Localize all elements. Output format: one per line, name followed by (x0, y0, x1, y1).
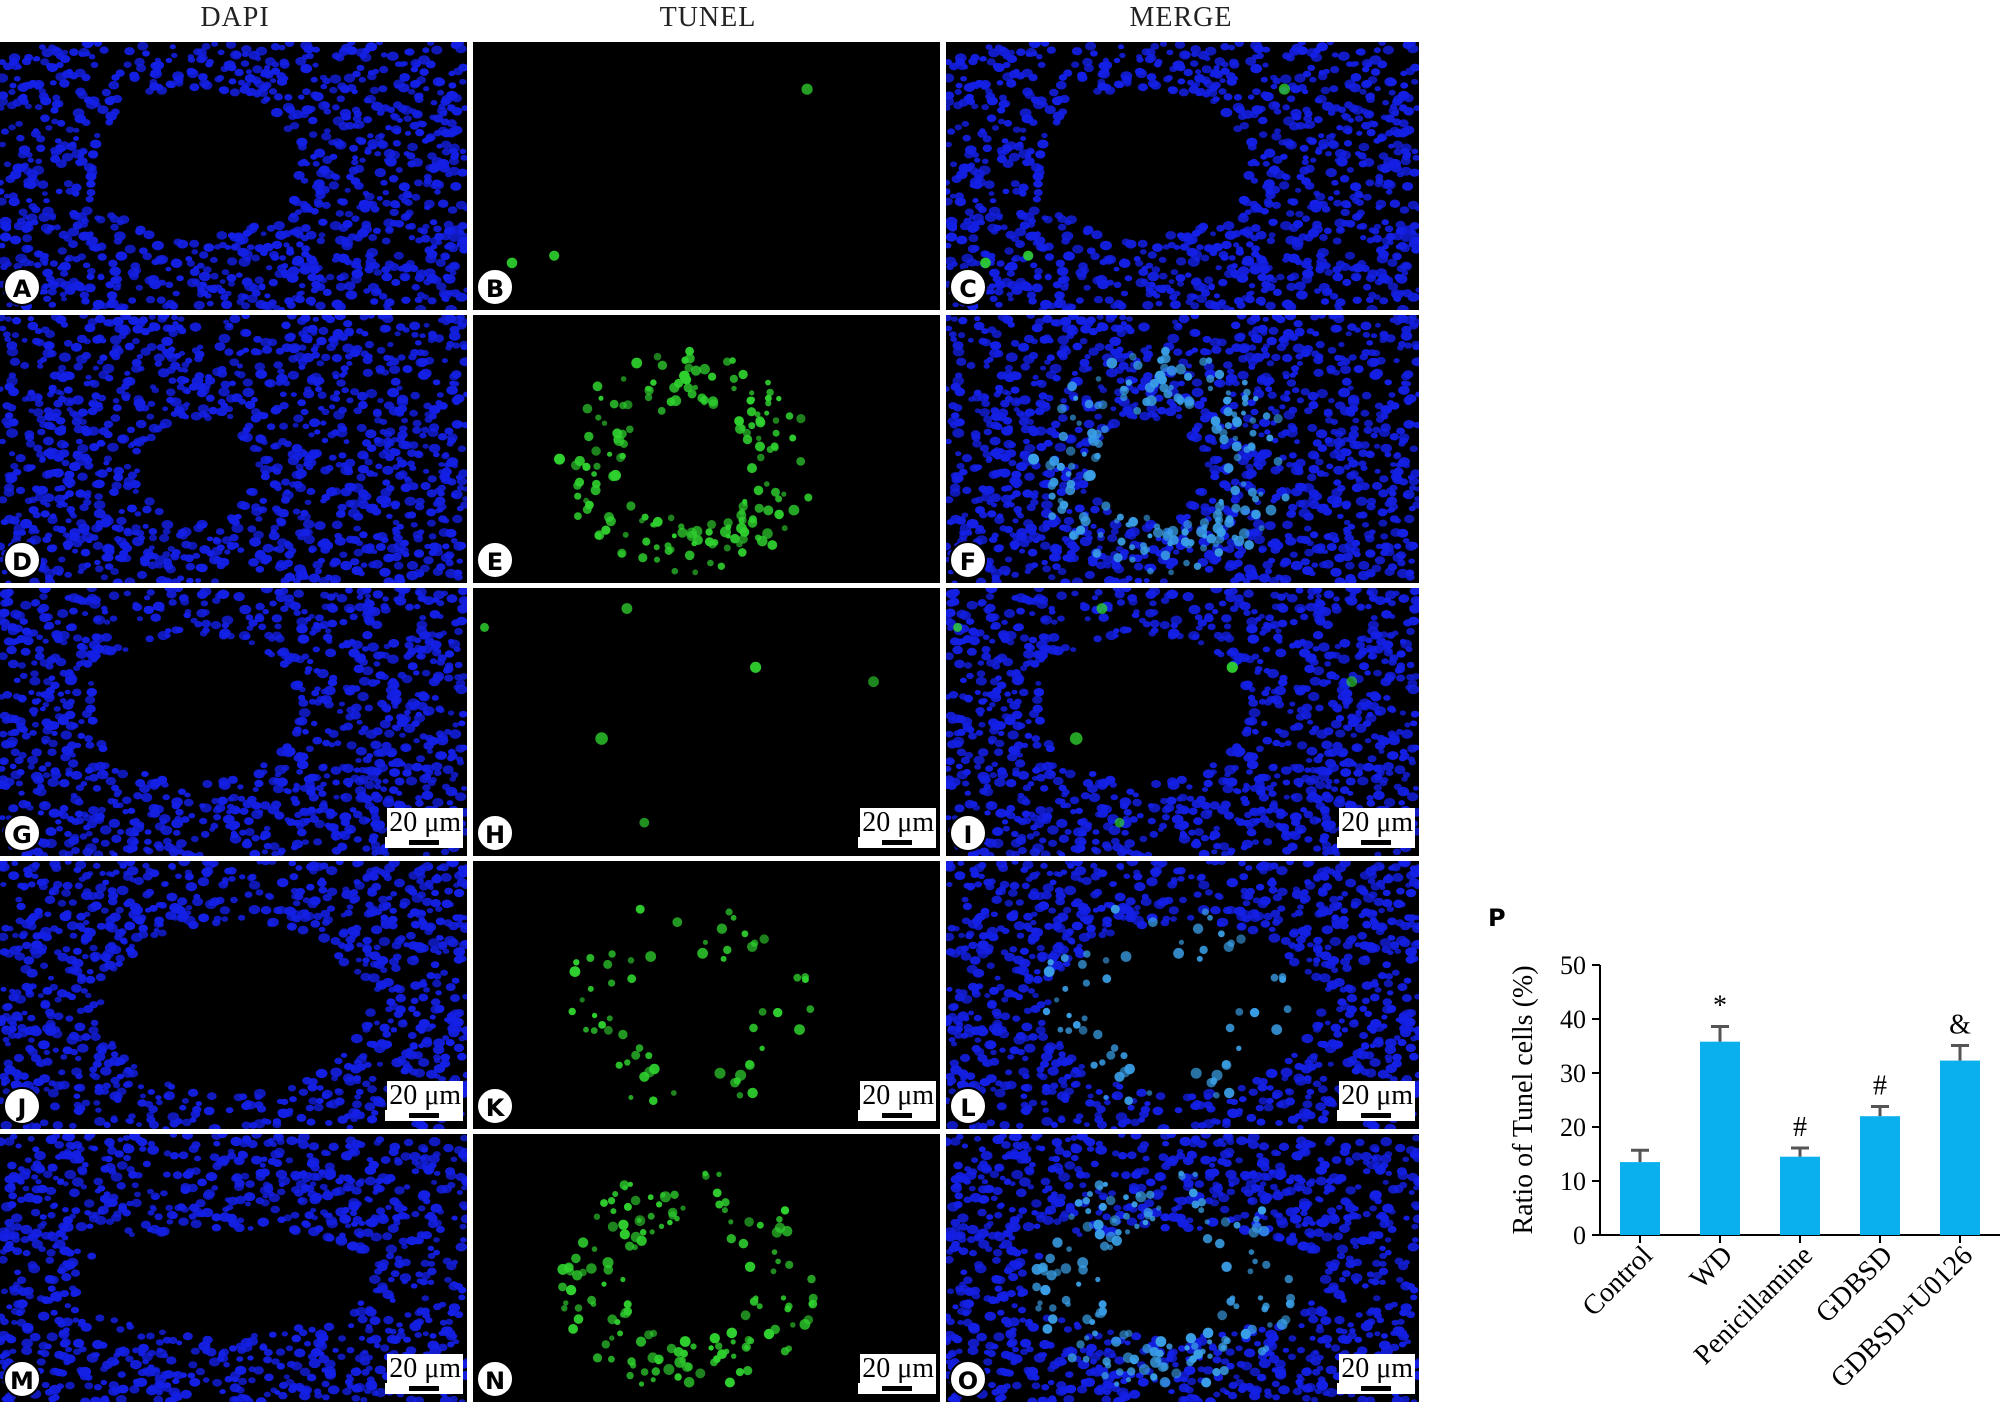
y-tick-label: 20 (1560, 1113, 1586, 1142)
scale-bar-label: 20 μm (1339, 1354, 1415, 1384)
column-header-dapi: DAPI (0, 2, 470, 34)
scale-bar (1361, 1113, 1391, 1118)
significance-marker: & (1949, 1009, 1971, 1040)
micrograph-panel-l: L 20 μm (946, 861, 1419, 1129)
panel-label-e: E (476, 541, 514, 579)
column-header-merge: MERGE (946, 2, 1416, 34)
panel-label-a: A (3, 268, 41, 306)
chart-svg: P 0 10 20 30 40 50 Ratio of Tunel cells (%) Cont… (1470, 890, 2014, 1418)
micrograph-grid: A B C D E F G 20 μm H 20 μm I 20 μm J 20 μm K 20 μm L 20 … (0, 42, 1425, 1408)
significance-marker: # (1873, 1070, 1887, 1101)
scale-bar (882, 1113, 912, 1118)
panel-label-h: H (476, 814, 514, 852)
panel-label-o: O (949, 1360, 987, 1398)
scale-bar-label: 20 μm (387, 808, 463, 838)
panel-label-c: C (949, 268, 987, 306)
y-axis-label: Ratio of Tunel cells (%) (1508, 965, 1539, 1234)
y-tick-label: 0 (1573, 1221, 1586, 1250)
micrograph-panel-k: K 20 μm (473, 861, 940, 1129)
bar (1620, 1162, 1660, 1235)
scale-bar-label: 20 μm (1339, 1081, 1415, 1111)
panel-label-m: M (3, 1360, 41, 1398)
micrograph-panel-j: J 20 μm (0, 861, 467, 1129)
panel-label-j: J (3, 1087, 41, 1125)
micrograph-panel-f: F (946, 315, 1419, 583)
scale-bar (882, 1386, 912, 1391)
micrograph-panel-i: I 20 μm (946, 588, 1419, 856)
panel-label-f: F (949, 541, 987, 579)
scale-bar-label: 20 μm (387, 1354, 463, 1384)
x-tick-label: Control (1577, 1240, 1660, 1323)
micrograph-panel-e: E (473, 315, 940, 583)
micrograph-panel-g: G 20 μm (0, 588, 467, 856)
micrograph-panel-o: O 20 μm (946, 1134, 1419, 1402)
bar (1940, 1061, 1980, 1235)
panel-label-g: G (3, 814, 41, 852)
x-tick-label: WD (1684, 1240, 1739, 1295)
y-tick-label: 10 (1560, 1167, 1586, 1196)
y-tick-label: 40 (1560, 1005, 1586, 1034)
scale-bar-label: 20 μm (1339, 808, 1415, 838)
micrograph-panel-h: H 20 μm (473, 588, 940, 856)
panel-label-l: L (949, 1087, 987, 1125)
panel-label-d: D (3, 541, 41, 579)
micrograph-panel-d: D (0, 315, 467, 583)
micrograph-panel-m: M 20 μm (0, 1134, 467, 1402)
scale-bar (409, 840, 439, 845)
scale-bar (1361, 840, 1391, 845)
panel-label-k: K (476, 1087, 514, 1125)
y-tick-label: 50 (1560, 951, 1586, 980)
micrograph-panel-c: C (946, 42, 1419, 310)
bar (1780, 1157, 1820, 1235)
micrograph-panel-a: A (0, 42, 467, 310)
scale-bar (409, 1113, 439, 1118)
scale-bar-label: 20 μm (860, 808, 936, 838)
y-tick-label: 30 (1560, 1059, 1586, 1088)
micrograph-panel-n: N 20 μm (473, 1134, 940, 1402)
scale-bar-label: 20 μm (860, 1081, 936, 1111)
scale-bar (1361, 1386, 1391, 1391)
scale-bar (882, 840, 912, 845)
significance-marker: * (1713, 991, 1727, 1022)
column-header-tunel: TUNEL (473, 2, 943, 34)
significance-marker: # (1793, 1112, 1807, 1143)
bar (1860, 1116, 1900, 1235)
scale-bar-label: 20 μm (860, 1354, 936, 1384)
scale-bar (409, 1386, 439, 1391)
bar (1700, 1042, 1740, 1235)
micrograph-panel-b: B (473, 42, 940, 310)
x-tick-label: GDBSD+U0126 (1825, 1240, 1979, 1394)
scale-bar-label: 20 μm (387, 1081, 463, 1111)
tunel-ratio-chart: P 0 10 20 30 40 50 Ratio of Tunel cells (%) Cont… (1470, 890, 2014, 1418)
chart-panel-label: P (1488, 904, 1506, 932)
panel-label-i: I (949, 814, 987, 852)
panel-label-b: B (476, 268, 514, 306)
panel-label-n: N (476, 1360, 514, 1398)
